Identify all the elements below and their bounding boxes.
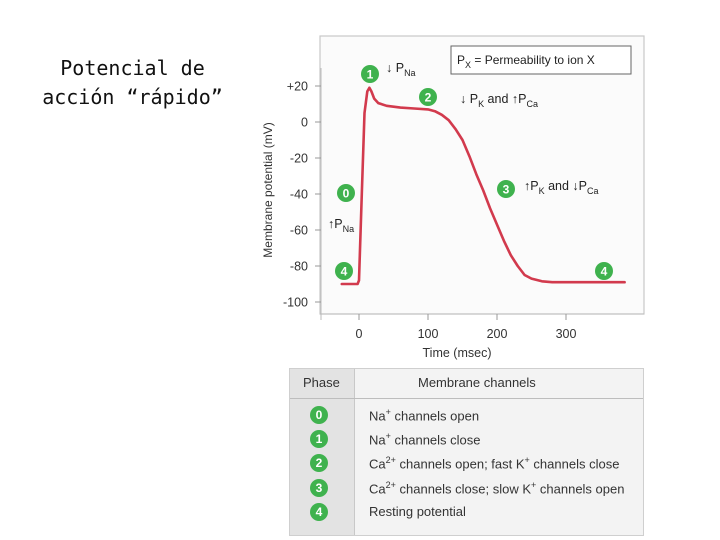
phase-table: Phase Membrane channels 0 Na+ channels op… (289, 368, 644, 536)
phase-badge-number: 0 (343, 187, 350, 201)
y-tick-label: -40 (290, 188, 308, 202)
phase-row: 0 Na+ channels open (290, 406, 643, 430)
x-tick-label: 100 (418, 327, 439, 341)
phase-channel-description: Ca2+ channels open; fast K+ channels clo… (369, 455, 620, 472)
phase-row: 1 Na+ channels close (290, 430, 643, 454)
legend-text: PX = Permeability to ion X (457, 53, 595, 70)
phase-row: 3 Ca2+ channels close; slow K+ channels o… (290, 478, 643, 503)
phase-badge-number: 3 (503, 183, 510, 197)
phase-1-marker: 1 ↓ PNa​ (361, 61, 416, 83)
phase-3-permeability-label: ↑PK​ and ↓PCa​ (524, 179, 599, 196)
membrane-channels-header: Membrane channels (418, 375, 536, 390)
phase-channel-description: Ca2+ channels close; slow K+ channels op… (369, 479, 625, 496)
phase-badge: 0 (310, 406, 328, 424)
phase-channel-description: Na+ channels open (369, 407, 480, 424)
phase-badge-number: 2 (425, 91, 432, 105)
y-tick-label: +20 (287, 80, 308, 94)
phase-2-permeability-label: ↓ PK​ and ↑PCa​ (460, 92, 538, 109)
x-tick-label: 300 (556, 327, 577, 341)
slide-title: Potencial de acción “rápido” (30, 54, 235, 112)
phase-4-marker: 4 (335, 262, 353, 280)
phase-badge: 3 (310, 478, 328, 497)
phase-channel-description: Na+ channels close (369, 431, 481, 448)
x-tick-label: 200 (487, 327, 508, 341)
phase-badge: 1 (310, 430, 328, 449)
slide-title-line-1: Potencial de (60, 56, 205, 80)
action-potential-trace (340, 86, 626, 286)
header-divider (290, 398, 643, 399)
phase-2-marker: 2 ↓ PK​ and ↑PCa​ (419, 88, 538, 109)
phase-badge-number: 1 (367, 68, 374, 82)
legend-box (450, 45, 632, 75)
phase-badge-number: 4 (601, 265, 608, 279)
y-tick-label: -100 (283, 296, 308, 310)
slide-title-line-2: acción “rápido” (42, 85, 223, 109)
phase-row: 4 Resting potential (290, 502, 643, 527)
phase-badge (595, 262, 613, 280)
phase-badge: 2 (310, 454, 328, 473)
x-axis-label: Time (msec) (423, 346, 492, 360)
x-tick-label: 0 (356, 327, 363, 341)
phase-badge-number: 4 (341, 265, 348, 279)
y-tick-label: -80 (290, 260, 308, 274)
phase-0-marker: 0 ↑PNa​ (328, 184, 355, 234)
y-tick-label: 0 (301, 116, 308, 130)
phase-1-permeability-label: ↓ PNa​ (386, 61, 416, 78)
phase-0-permeability-label: ↑PNa​ (328, 217, 354, 234)
phase-badge (335, 262, 353, 280)
action-potential-chart: +20 0 -20 -40 -60 -80 -100 0 100 200 300 Time (msec… (261, 35, 645, 360)
plot-frame (319, 35, 645, 315)
phase-badge (497, 180, 515, 198)
phase-badge: 4 (310, 502, 328, 521)
phase-4-marker: 4 (595, 262, 613, 280)
y-tick-label: -60 (290, 224, 308, 238)
phase-channel-description: Resting potential (369, 503, 466, 519)
phase-badge (419, 88, 437, 106)
y-axis-label: Membrane potential (mV) (261, 122, 275, 257)
y-tick-label: -20 (290, 152, 308, 166)
phase-3-marker: 3 ↑PK​ and ↓PCa​ (497, 179, 599, 198)
phase-row: 2 Ca2+ channels open; fast K+ channels cl… (290, 454, 643, 478)
phase-header: Phase (303, 375, 340, 390)
phase-badge (337, 184, 355, 202)
phase-badge (361, 65, 379, 83)
